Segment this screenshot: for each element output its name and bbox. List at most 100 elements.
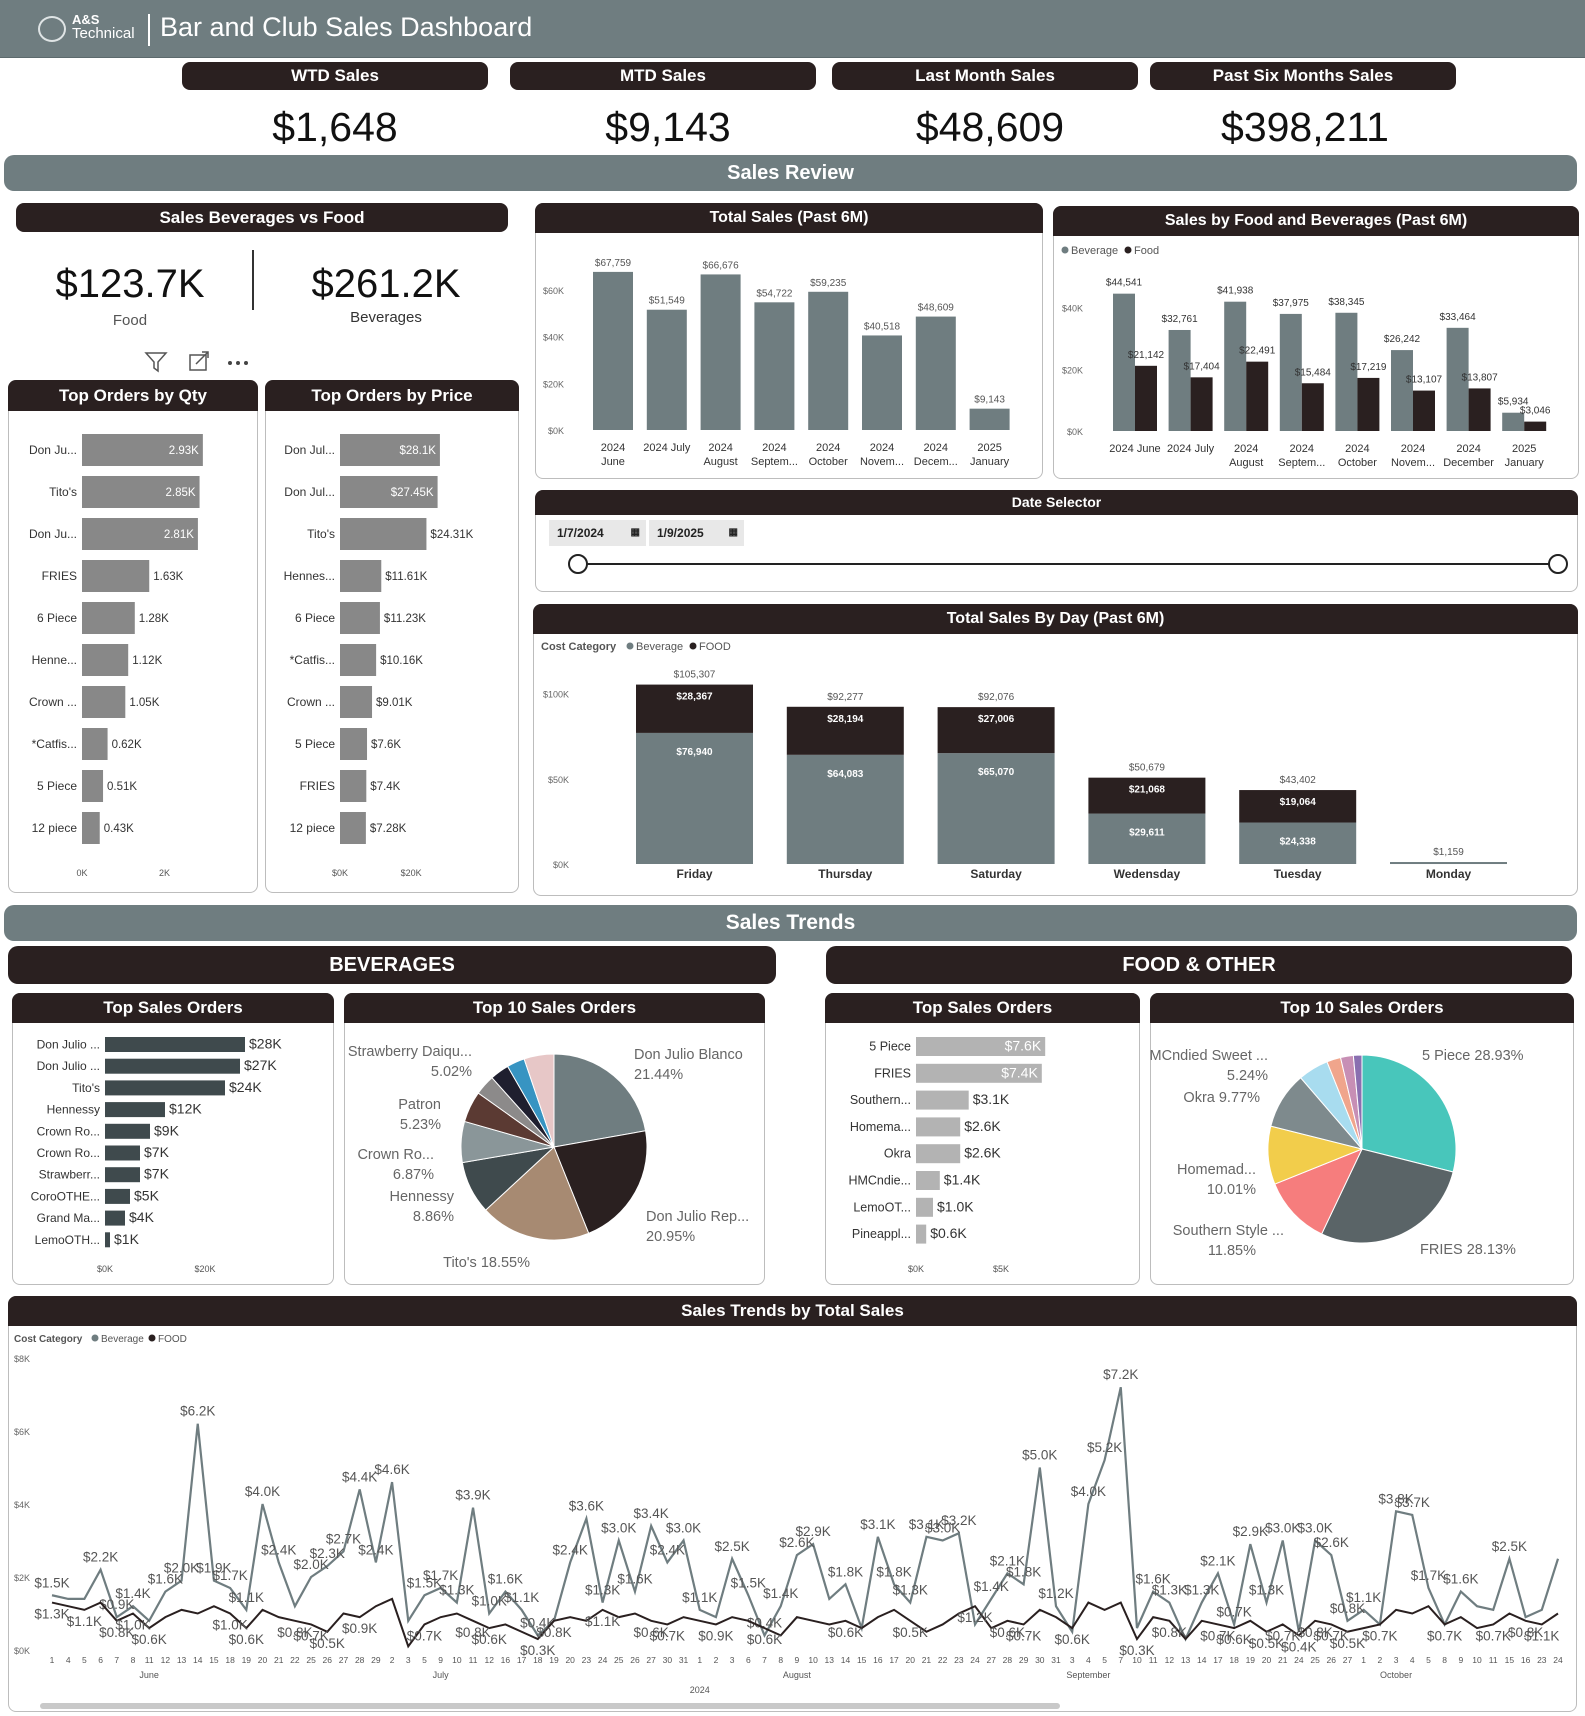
bar (1468, 388, 1491, 431)
filter-icon[interactable] (144, 352, 168, 373)
axis-tick-label: 21 (1278, 1655, 1288, 1665)
axis-tick-label: $60K (543, 286, 564, 296)
more-options-icon[interactable] (228, 361, 248, 365)
bar-category-label: Don Julio ... (37, 1059, 100, 1073)
bar (916, 1037, 1046, 1056)
axis-tick-label: 1 (50, 1655, 55, 1665)
bar (916, 1171, 940, 1190)
date-slider-end-handle[interactable] (1548, 554, 1568, 574)
axis-tick-label: 1 (697, 1655, 702, 1665)
date-slider-start-handle[interactable] (568, 554, 588, 574)
line-data-label: $1.6K (148, 1572, 183, 1587)
sales-trends-panel (8, 1296, 1577, 1712)
axis-category-label: 2024 (816, 442, 840, 454)
axis-tick-label: $0K (553, 860, 569, 870)
bar-data-label: $41,938 (1217, 286, 1254, 297)
bar (105, 1058, 240, 1074)
start-date-input[interactable]: 1/7/2024 ▦ (549, 520, 646, 546)
axis-tick-label: $8K (14, 1354, 30, 1364)
axis-category-label: 2024 (1345, 443, 1369, 455)
bar (916, 1224, 927, 1244)
bar-data-label: $1.0K (937, 1198, 974, 1214)
bar (1413, 390, 1435, 431)
axis-tick-label: 25 (1310, 1655, 1320, 1665)
bar-data-label: $3,046 (1520, 406, 1551, 417)
axis-tick-label: $50K (548, 775, 569, 785)
line-data-label: $0.9K (698, 1628, 733, 1643)
horizontal-scrollbar[interactable] (40, 1703, 1060, 1709)
bar-data-label: $4K (129, 1209, 155, 1225)
end-date-input[interactable]: 1/9/2025 ▦ (649, 520, 744, 546)
kpi-mtd-value: $9,143 (605, 104, 731, 150)
axis-tick-label: 30 (663, 1655, 673, 1665)
bar (82, 686, 126, 718)
top-orders-price-chart: Don Jul... $28.1K Don Jul... $27.45K Tito's $… (284, 434, 474, 878)
line-data-label: $1.2K (1038, 1586, 1073, 1601)
axis-tick-label: 29 (371, 1655, 381, 1665)
bar (862, 335, 902, 430)
focus-mode-icon[interactable] (189, 351, 209, 371)
bar-data-label: $17,219 (1350, 362, 1387, 373)
axis-tick-label: $0K (1067, 427, 1083, 437)
axis-tick-label: 15 (1505, 1655, 1515, 1665)
bar-category-label: Okra (884, 1147, 911, 1161)
calendar-icon[interactable]: ▦ (728, 527, 738, 538)
bar-data-label: $28,367 (676, 692, 713, 703)
axis-tick-label: 22 (938, 1655, 948, 1665)
line-data-label: $0.7K (407, 1628, 442, 1643)
bar (1446, 327, 1469, 431)
axis-tick-label: 27 (986, 1655, 996, 1665)
dashboard-title: Bar and Club Sales Dashboard (160, 12, 533, 42)
bar-data-label: $22,491 (1239, 346, 1276, 357)
line-data-label: $2.1K (990, 1553, 1025, 1568)
bar-category-label: 5 Piece (295, 737, 335, 751)
axis-tick-label: 12 (484, 1655, 494, 1665)
line-data-label: $3.0K (601, 1521, 636, 1536)
bar (340, 686, 373, 718)
bar (915, 316, 956, 430)
axis-tick-label: 2 (390, 1655, 395, 1665)
axis-tick-label: $0K (332, 868, 348, 878)
bar-data-label: $7.6K (1005, 1038, 1042, 1054)
kpi-divider (252, 250, 254, 310)
date-slider-track[interactable] (578, 563, 1558, 565)
pie-category-label: HMCndied Sweet ... (1150, 1048, 1268, 1064)
bar-category-label: Hennes... (284, 569, 335, 583)
bev-pie-chart: Don Julio Blanco 21.44% Don Julio Rep... 20… (348, 1044, 749, 1271)
line-data-label: $0.8K (1508, 1625, 1543, 1640)
food-top-sales-chart: 5 Piece $7.6K FRIES $7.4K Southern... $3.1K Ho… (848, 1037, 1046, 1274)
line-data-label: $4.6K (374, 1462, 409, 1477)
bar-data-label: $51,549 (649, 296, 686, 307)
top-orders-qty-chart: Don Ju... 2.93K Tito's 2.85K Don Ju... 2.81K F… (29, 434, 203, 878)
axis-tick-label: 10 (452, 1655, 462, 1665)
axis-tick-label: 12 (1165, 1655, 1175, 1665)
bar-segment-food (1239, 790, 1357, 823)
axis-category-label: 2024 June (1109, 443, 1160, 455)
bar-category-label: Strawberr... (39, 1168, 100, 1182)
line-data-label: $0.7K (1362, 1628, 1397, 1643)
line-data-label: $0.6K (472, 1632, 507, 1647)
calendar-icon[interactable]: ▦ (630, 527, 640, 538)
bar (82, 518, 198, 550)
kpi-mtd-header: MTD Sales (510, 62, 816, 90)
line-data-label: $0.7K (1314, 1628, 1349, 1643)
top-orders-price-header: Top Orders by Price (265, 380, 519, 411)
pie-category-label: Don Julio Rep... (646, 1209, 749, 1225)
legend-marker (626, 642, 634, 650)
bar (1335, 312, 1358, 431)
bar (105, 1232, 110, 1248)
line-data-label: $4.0K (245, 1484, 280, 1499)
axis-tick-label: 2K (159, 868, 170, 878)
bar-data-label: $66,676 (703, 260, 740, 271)
axis-tick-label: 8 (778, 1655, 783, 1665)
line-data-label: $3.7K (1395, 1495, 1430, 1510)
axis-tick-label: 2 (714, 1655, 719, 1665)
axis-tick-label: 31 (679, 1655, 689, 1665)
pie-slice (1274, 1148, 1364, 1235)
line-data-label: $0.6K (229, 1632, 264, 1647)
pie-data-label: 5 Piece 28.93% (1422, 1048, 1524, 1064)
line-data-label: $1.7K (423, 1568, 458, 1583)
bev-top-sales-chart: Don Julio ... $28K Don Julio ... $27K Tito's… (31, 1036, 283, 1275)
line-data-label: $2.9K (795, 1524, 830, 1539)
line-data-label: $1.1K (585, 1614, 620, 1629)
